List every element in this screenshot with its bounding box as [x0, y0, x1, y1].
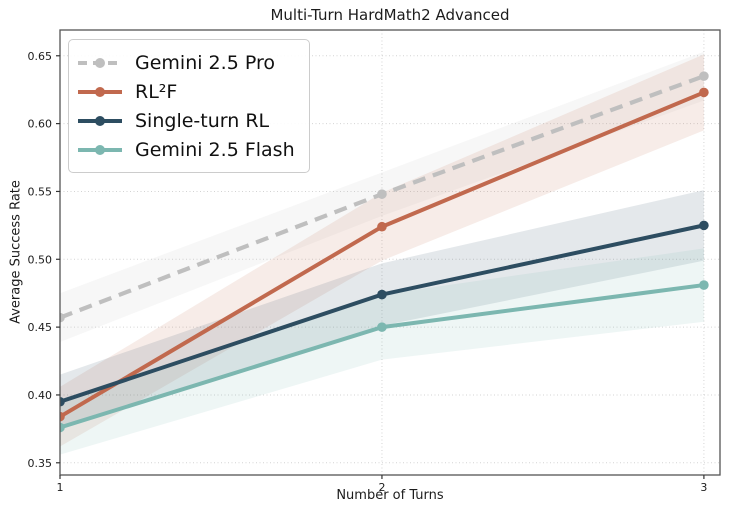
x-tick-label: 2: [378, 481, 385, 494]
series-group: [60, 51, 709, 455]
x-tick-label: 3: [700, 481, 707, 494]
legend-item-rl-f: RL²F: [77, 78, 295, 105]
series-marker-single-turn-rl: [60, 396, 65, 407]
series-marker-rl-f: [377, 221, 387, 232]
series-marker-rl-f: [60, 411, 65, 422]
series-marker-rl-f: [699, 87, 709, 98]
y-tick-label: 0.60: [28, 118, 53, 131]
series-marker-gemini-2-5-pro: [60, 312, 65, 323]
legend-item-gemini-2-5-flash: Gemini 2.5 Flash: [77, 136, 295, 163]
legend-label: Gemini 2.5 Flash: [135, 138, 295, 161]
chart-title: Multi-Turn HardMath2 Advanced: [270, 6, 510, 24]
y-tick-label: 0.45: [28, 321, 53, 334]
axes-border: [59, 29, 721, 476]
gridlines: [59, 30, 720, 475]
series-marker-gemini-2-5-flash: [60, 422, 65, 433]
axis-ticks: 0.35 0.40 0.45 0.50 0.55 0.60 0.65 1 2 3: [28, 50, 708, 494]
y-tick-label: 0.35: [28, 457, 53, 470]
series-marker-gemini-2-5-flash: [377, 322, 387, 332]
series-marker-gemini-2-5-flash: [699, 280, 709, 290]
legend-label: Single-turn RL: [135, 109, 270, 132]
legend-item-single-turn-rl: Single-turn RL: [77, 107, 295, 134]
y-tick-label: 0.40: [28, 389, 53, 402]
legend-line-swatch: [78, 57, 122, 68]
series-marker-single-turn-rl: [377, 289, 387, 300]
series-marker-single-turn-rl: [699, 220, 709, 231]
x-axis-label: Number of Turns: [336, 488, 444, 503]
legend: Gemini 2.5 Pro RL²F Single-turn RL Gemini 2…: [68, 39, 310, 173]
x-tick-label: 1: [57, 481, 64, 494]
y-tick-label: 0.50: [28, 253, 53, 266]
y-tick-label: 0.55: [28, 185, 53, 198]
legend-label: Gemini 2.5 Pro: [135, 51, 275, 74]
y-tick-label: 0.65: [28, 50, 53, 63]
series-marker-gemini-2-5-pro: [377, 189, 387, 199]
series-band-gemini-2-5-flash: [60, 248, 704, 455]
legend-line-swatch: [78, 115, 122, 126]
legend-line-swatch: [78, 86, 122, 97]
legend-label: RL²F: [135, 80, 178, 103]
series-band-single-turn-rl: [60, 190, 704, 429]
series-marker-gemini-2-5-pro: [699, 71, 709, 81]
legend-line-swatch: [78, 144, 122, 155]
legend-item-gemini-2-5-pro: Gemini 2.5 Pro: [77, 49, 295, 76]
